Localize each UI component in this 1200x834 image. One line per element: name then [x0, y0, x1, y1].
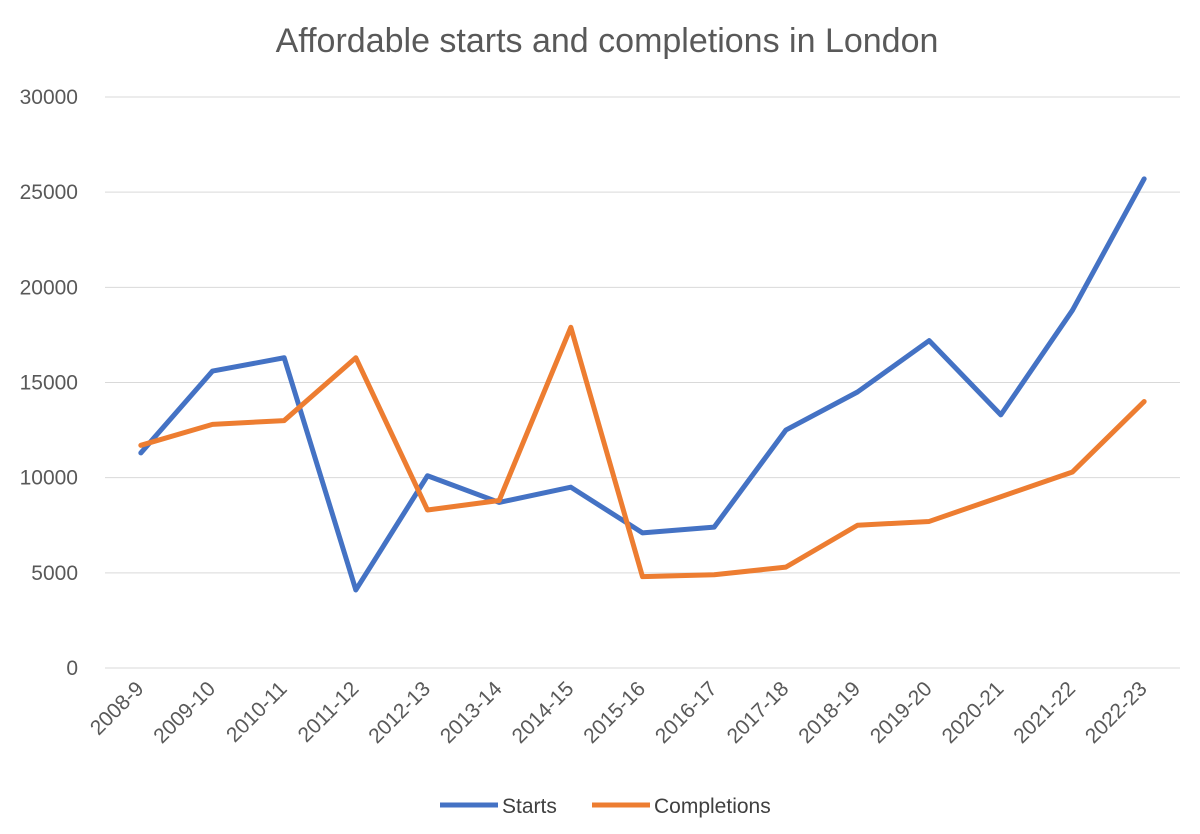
x-tick-label: 2016-17	[651, 677, 722, 748]
x-tick-label: 2011-12	[294, 677, 364, 747]
y-tick-label: 5000	[31, 562, 78, 585]
chart-title: Affordable starts and completions in Lon…	[276, 22, 939, 60]
y-tick-label: 25000	[20, 181, 78, 204]
y-tick-label: 15000	[20, 372, 78, 395]
gridlines	[105, 96, 1180, 669]
x-tick-label: 2017-18	[723, 677, 794, 748]
x-tick-label: 2019-20	[866, 677, 937, 748]
legend-item-completions: Completions	[592, 795, 771, 818]
legend-item-starts: Starts	[440, 795, 557, 818]
y-axis-tick-labels: 0 5000 10000 15000 20000 25000 30000	[20, 86, 78, 680]
legend-label: Starts	[502, 795, 557, 818]
x-tick-label: 2012-13	[364, 677, 435, 748]
x-tick-label: 2010-11	[222, 677, 292, 747]
x-axis-tick-labels: 2008-9 2009-10 2010-11 2011-12 2012-13 2013-1…	[86, 677, 1152, 748]
series-line-completions	[138, 324, 1147, 580]
legend: Starts Completions	[440, 795, 771, 818]
x-tick-label: 2014-15	[508, 677, 579, 748]
series-line-starts	[138, 176, 1147, 593]
legend-label: Completions	[654, 795, 771, 818]
x-tick-label: 2009-10	[149, 677, 220, 748]
x-tick-label: 2015-16	[579, 677, 650, 748]
y-tick-label: 0	[66, 657, 78, 680]
x-tick-label: 2020-21	[938, 677, 1009, 748]
x-tick-label: 2022-23	[1081, 677, 1152, 748]
x-tick-label: 2013-14	[436, 677, 507, 748]
y-tick-label: 20000	[20, 276, 78, 299]
y-tick-label: 10000	[20, 467, 78, 490]
x-tick-label: 2021-22	[1009, 677, 1080, 748]
series-lines	[138, 176, 1147, 593]
y-tick-label: 30000	[20, 86, 78, 109]
series-completions	[138, 324, 1147, 580]
x-tick-label: 2008-9	[86, 677, 149, 740]
x-tick-label: 2018-19	[794, 677, 865, 748]
series-starts	[138, 176, 1147, 593]
